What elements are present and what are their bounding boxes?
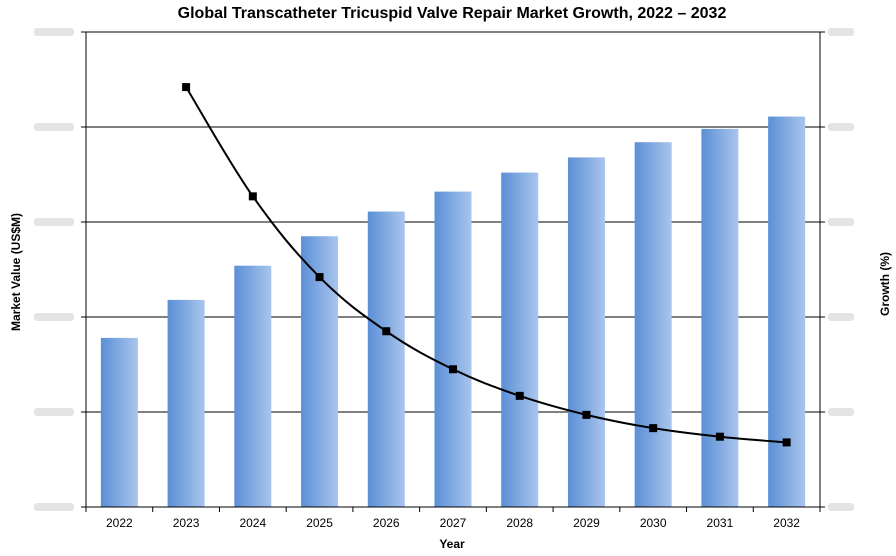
y-tick-obscured	[34, 218, 74, 226]
growth-marker	[782, 438, 791, 447]
bar	[234, 265, 272, 507]
bar	[100, 337, 138, 507]
line-layer	[182, 83, 791, 447]
bar	[434, 191, 472, 507]
bar-layer	[100, 116, 806, 508]
y2-tick-obscured	[828, 218, 854, 226]
x-tick-label: 2032	[773, 516, 800, 530]
y2-tick-obscured	[828, 503, 854, 511]
y2-tick-obscured	[828, 123, 854, 131]
label-layer: 2022 2023 2024 2025 2026 2027 2028 2029 2030 2031…	[34, 28, 854, 530]
y-tick-obscured	[34, 28, 74, 36]
y-tick-obscured	[34, 313, 74, 321]
x-tick-label: 2023	[173, 516, 200, 530]
bar	[501, 172, 539, 507]
growth-marker	[382, 327, 391, 336]
x-tick-label: 2022	[106, 516, 133, 530]
bar	[167, 299, 205, 507]
bar	[367, 211, 405, 508]
y2-axis-title: Growth (%)	[878, 252, 892, 316]
x-axis-title: Year	[439, 537, 465, 551]
growth-marker	[649, 424, 658, 433]
bar	[768, 116, 806, 508]
x-tick-label: 2026	[373, 516, 400, 530]
growth-line	[185, 86, 787, 444]
x-tick-label: 2024	[239, 516, 266, 530]
bar	[701, 128, 739, 507]
x-tick-label: 2027	[440, 516, 467, 530]
bar	[301, 236, 339, 507]
growth-marker	[315, 273, 324, 282]
x-tick-label: 2031	[707, 516, 734, 530]
growth-marker	[248, 192, 257, 201]
x-tick-label: 2025	[306, 516, 333, 530]
growth-marker	[515, 391, 524, 400]
y2-tick-obscured	[828, 408, 854, 416]
x-tick-label: 2029	[573, 516, 600, 530]
growth-marker	[182, 83, 191, 92]
bar	[567, 157, 605, 507]
chart-title: Global Transcatheter Tricuspid Valve Rep…	[178, 5, 727, 22]
y-axis-title: Market Value (US$M)	[9, 213, 23, 331]
y2-tick-obscured	[828, 28, 854, 36]
x-tick-label: 2028	[506, 516, 533, 530]
y-tick-obscured	[34, 408, 74, 416]
y-tick-obscured	[34, 123, 74, 131]
growth-marker	[582, 410, 591, 419]
growth-marker	[449, 365, 457, 374]
axis-layer	[81, 31, 825, 512]
bar	[634, 142, 672, 507]
growth-marker	[715, 432, 724, 441]
y2-tick-obscured	[828, 313, 854, 321]
x-tick-label: 2030	[640, 516, 667, 530]
y-tick-obscured	[34, 503, 74, 511]
